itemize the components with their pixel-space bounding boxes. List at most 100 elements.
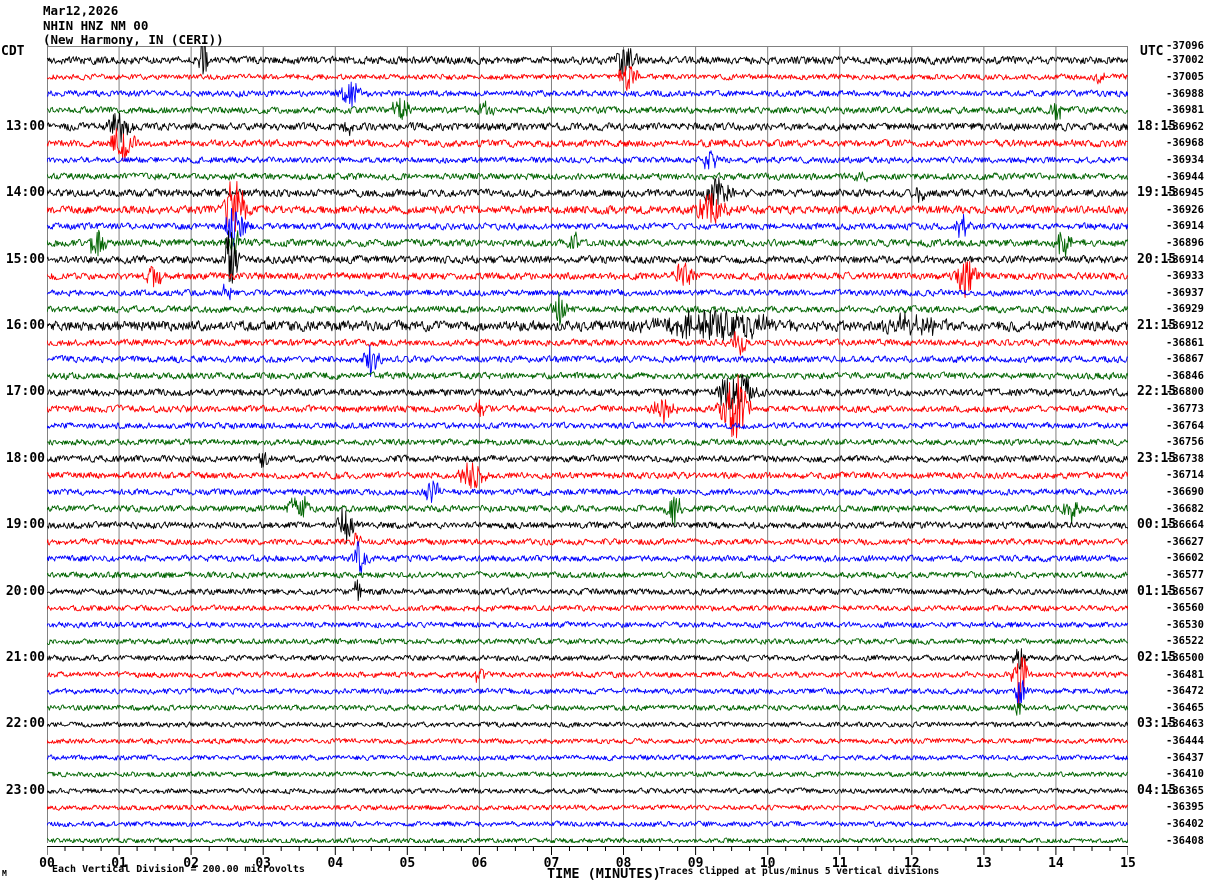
trace-35 xyxy=(47,637,1128,646)
right-time-label: 03:15 xyxy=(1137,716,1177,732)
trace-40 xyxy=(47,721,1128,728)
trace-34 xyxy=(47,621,1128,629)
right-time-label: 00:15 xyxy=(1137,517,1177,533)
offset-label: -36410 xyxy=(1166,768,1204,781)
right-time-label-column: 18:15 19:15 20:15 21:15 22:15 23:15 00:15 01:15… xyxy=(1132,46,1180,843)
left-time-label: 15:00 xyxy=(5,251,45,267)
right-timezone-label: UTC xyxy=(1140,44,1164,59)
offset-label: -36756 xyxy=(1166,436,1204,449)
offset-label: -36602 xyxy=(1166,552,1204,565)
offset-label: -36560 xyxy=(1166,602,1204,615)
trace-38 xyxy=(47,679,1128,706)
left-time-label: 20:00 xyxy=(5,583,45,599)
offset-label: -36682 xyxy=(1166,502,1204,515)
trace-32 xyxy=(47,579,1128,602)
left-time-label: 18:00 xyxy=(5,450,45,466)
trace-23 xyxy=(47,438,1128,447)
trace-27 xyxy=(47,495,1128,527)
offset-label: -36444 xyxy=(1166,735,1204,748)
x-tick-label: 00 xyxy=(39,856,55,871)
trace-28 xyxy=(47,507,1128,544)
left-time-label: 17:00 xyxy=(5,384,45,400)
trace-16 xyxy=(47,309,1128,341)
left-time-label: 14:00 xyxy=(5,185,45,201)
trace-44 xyxy=(47,787,1128,795)
x-tick-label: 15 xyxy=(1120,856,1136,871)
offset-label: -36912 xyxy=(1166,319,1204,332)
offset-label: -36664 xyxy=(1166,519,1204,532)
x-tick-label: 05 xyxy=(399,856,416,871)
x-tick-label: 06 xyxy=(471,856,488,871)
offset-label: -36773 xyxy=(1166,402,1204,415)
offset-label: -36567 xyxy=(1166,585,1204,598)
offset-label: -36945 xyxy=(1166,187,1204,200)
x-axis-title: TIME (MINUTES) xyxy=(547,866,661,882)
trace-45 xyxy=(47,804,1128,812)
trace-18 xyxy=(47,344,1128,377)
trace-13 xyxy=(47,261,1128,299)
trace-10 xyxy=(47,208,1128,247)
offset-label: -36365 xyxy=(1166,784,1204,797)
right-offset-column: -37096 -37002 -37005 -36988 -36981 -36962 -369… xyxy=(1166,40,1210,847)
offset-label: -37096 xyxy=(1166,40,1204,52)
offset-label: -36934 xyxy=(1166,153,1204,166)
scale-note: Each Vertical Division = 200.00 microvol… xyxy=(52,864,305,875)
right-time-label: 19:15 xyxy=(1137,185,1177,201)
trace-24 xyxy=(47,452,1128,468)
left-time-label: 16:00 xyxy=(5,317,45,333)
x-tick-label: 14 xyxy=(1048,856,1064,871)
offset-label: -36944 xyxy=(1166,170,1204,183)
trace-31 xyxy=(47,570,1128,580)
seismogram-traces xyxy=(47,46,1128,843)
offset-label: -36962 xyxy=(1166,120,1204,133)
offset-label: -36690 xyxy=(1166,486,1204,498)
left-time-label: 22:00 xyxy=(5,716,45,732)
x-tick-label: 10 xyxy=(759,856,776,871)
right-time-label: 04:15 xyxy=(1137,782,1177,798)
left-time-label: 19:00 xyxy=(5,517,45,533)
offset-label: -36896 xyxy=(1166,236,1204,249)
offset-label: -36846 xyxy=(1166,369,1204,382)
time-axis-ticks xyxy=(46,846,1129,855)
trace-4 xyxy=(47,112,1128,143)
clip-note: Traces clipped at plus/minus 5 vertical … xyxy=(659,866,940,877)
offset-label: -36764 xyxy=(1166,419,1204,432)
offset-label: -36500 xyxy=(1166,652,1204,665)
trace-29 xyxy=(47,532,1128,547)
offset-label: -36968 xyxy=(1166,137,1204,150)
x-tick-label: 01 xyxy=(111,856,127,871)
trace-42 xyxy=(47,754,1128,762)
header-location: (New Harmony, IN (CERI)) xyxy=(43,32,224,47)
trace-47 xyxy=(47,837,1128,843)
offset-label: -36861 xyxy=(1166,336,1204,349)
offset-label: -37002 xyxy=(1166,54,1204,67)
trace-22 xyxy=(47,421,1128,430)
x-tick-label: 13 xyxy=(976,856,992,871)
trace-1 xyxy=(47,65,1128,91)
x-tick-label: 02 xyxy=(183,856,199,871)
trace-46 xyxy=(47,820,1128,828)
trace-5 xyxy=(47,127,1128,162)
x-tick-label: 04 xyxy=(327,856,344,871)
corner-mark: M xyxy=(2,869,7,878)
offset-label: -36867 xyxy=(1166,353,1204,366)
x-tick-label: 08 xyxy=(615,856,632,871)
offset-label: -37005 xyxy=(1166,70,1204,83)
right-time-label: 22:15 xyxy=(1137,384,1177,400)
x-tick-label: 12 xyxy=(903,856,920,871)
trace-25 xyxy=(47,462,1128,489)
trace-21 xyxy=(47,374,1128,439)
offset-label: -36981 xyxy=(1166,104,1204,117)
right-time-label: 02:15 xyxy=(1137,650,1177,666)
offset-label: -36437 xyxy=(1166,751,1204,764)
left-time-label: 13:00 xyxy=(5,118,45,134)
offset-label: -36465 xyxy=(1166,701,1204,714)
offset-label: -36714 xyxy=(1166,469,1204,482)
trace-0 xyxy=(47,46,1128,75)
helicorder-plot[interactable] xyxy=(47,46,1128,843)
trace-7 xyxy=(47,171,1128,183)
offset-label: -36577 xyxy=(1166,569,1204,582)
trace-33 xyxy=(47,604,1128,612)
trace-12 xyxy=(47,230,1128,284)
trace-17 xyxy=(47,331,1128,356)
